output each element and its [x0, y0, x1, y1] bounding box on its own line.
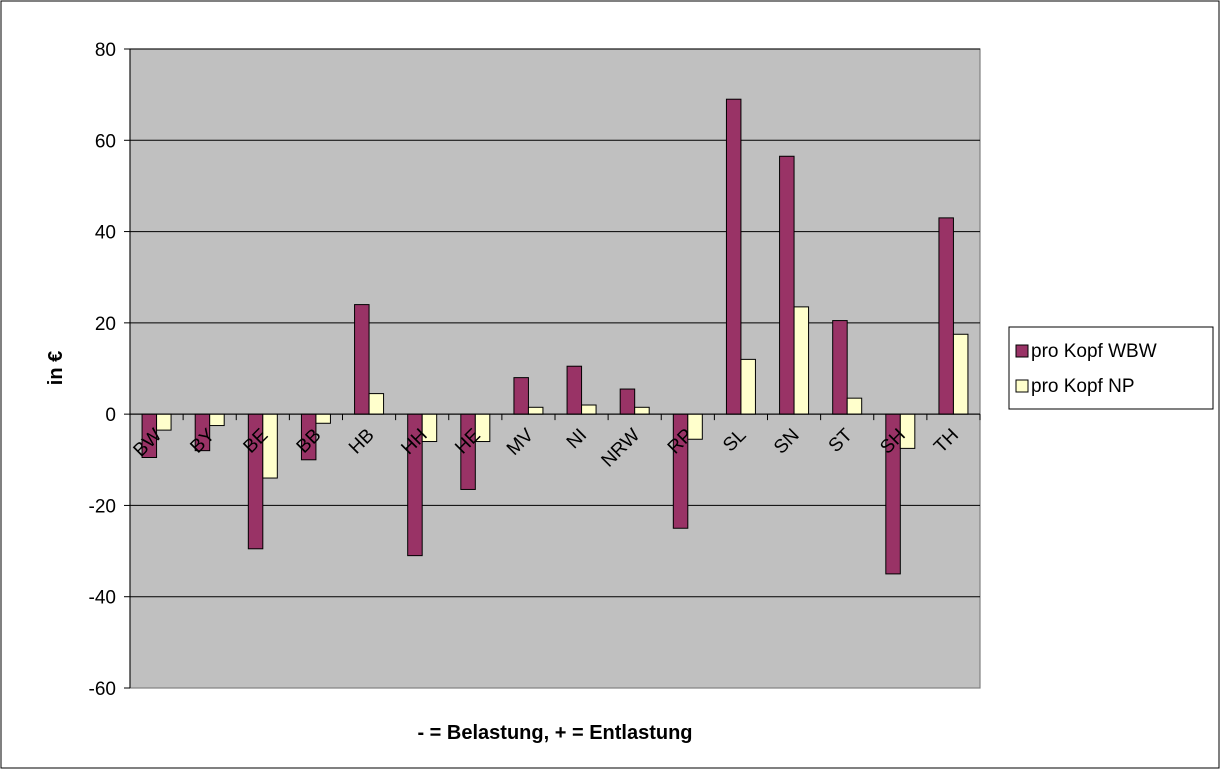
y-tick-label: 0	[105, 405, 116, 426]
bar-wbw-sl	[726, 99, 741, 414]
y-tick-label: 60	[95, 131, 116, 152]
bar-wbw-nrw	[620, 389, 635, 414]
y-tick-label: 40	[95, 223, 116, 244]
legend: pro Kopf WBW pro Kopf NP	[1009, 327, 1213, 409]
y-tick-label: -40	[89, 588, 116, 609]
y-tick-label: 20	[95, 314, 116, 335]
bar-np-sn	[794, 307, 809, 414]
bar-wbw-ni	[567, 366, 582, 414]
bar-np-ni	[582, 405, 597, 414]
bar-np-nrw	[635, 407, 650, 414]
legend-label-wbw: pro Kopf WBW	[1031, 341, 1157, 362]
bar-wbw-hb	[355, 305, 370, 415]
y-tick-label: 80	[95, 40, 116, 61]
legend-swatch-np	[1016, 380, 1028, 392]
bar-wbw-mv	[514, 378, 529, 415]
bar-wbw-sn	[780, 156, 795, 414]
y-axis-title: in €	[45, 351, 67, 385]
plot-area	[130, 49, 980, 688]
bar-np-bb	[316, 414, 331, 423]
legend-swatch-wbw	[1016, 345, 1028, 357]
legend-label-np: pro Kopf NP	[1031, 376, 1135, 397]
x-axis-title: - = Belastung, + = Entlastung	[417, 722, 692, 744]
bar-np-th	[953, 334, 968, 414]
y-tick-label: -20	[89, 496, 116, 517]
bar-np-mv	[528, 407, 543, 414]
bar-wbw-th	[939, 218, 954, 414]
bar-wbw-st	[833, 321, 848, 415]
bar-np-bw	[157, 414, 172, 430]
bar-np-st	[847, 398, 862, 414]
bar-np-sl	[741, 359, 756, 414]
bar-np-hb	[369, 394, 384, 415]
bar-np-by	[210, 414, 225, 425]
y-tick-label: -60	[89, 679, 116, 700]
